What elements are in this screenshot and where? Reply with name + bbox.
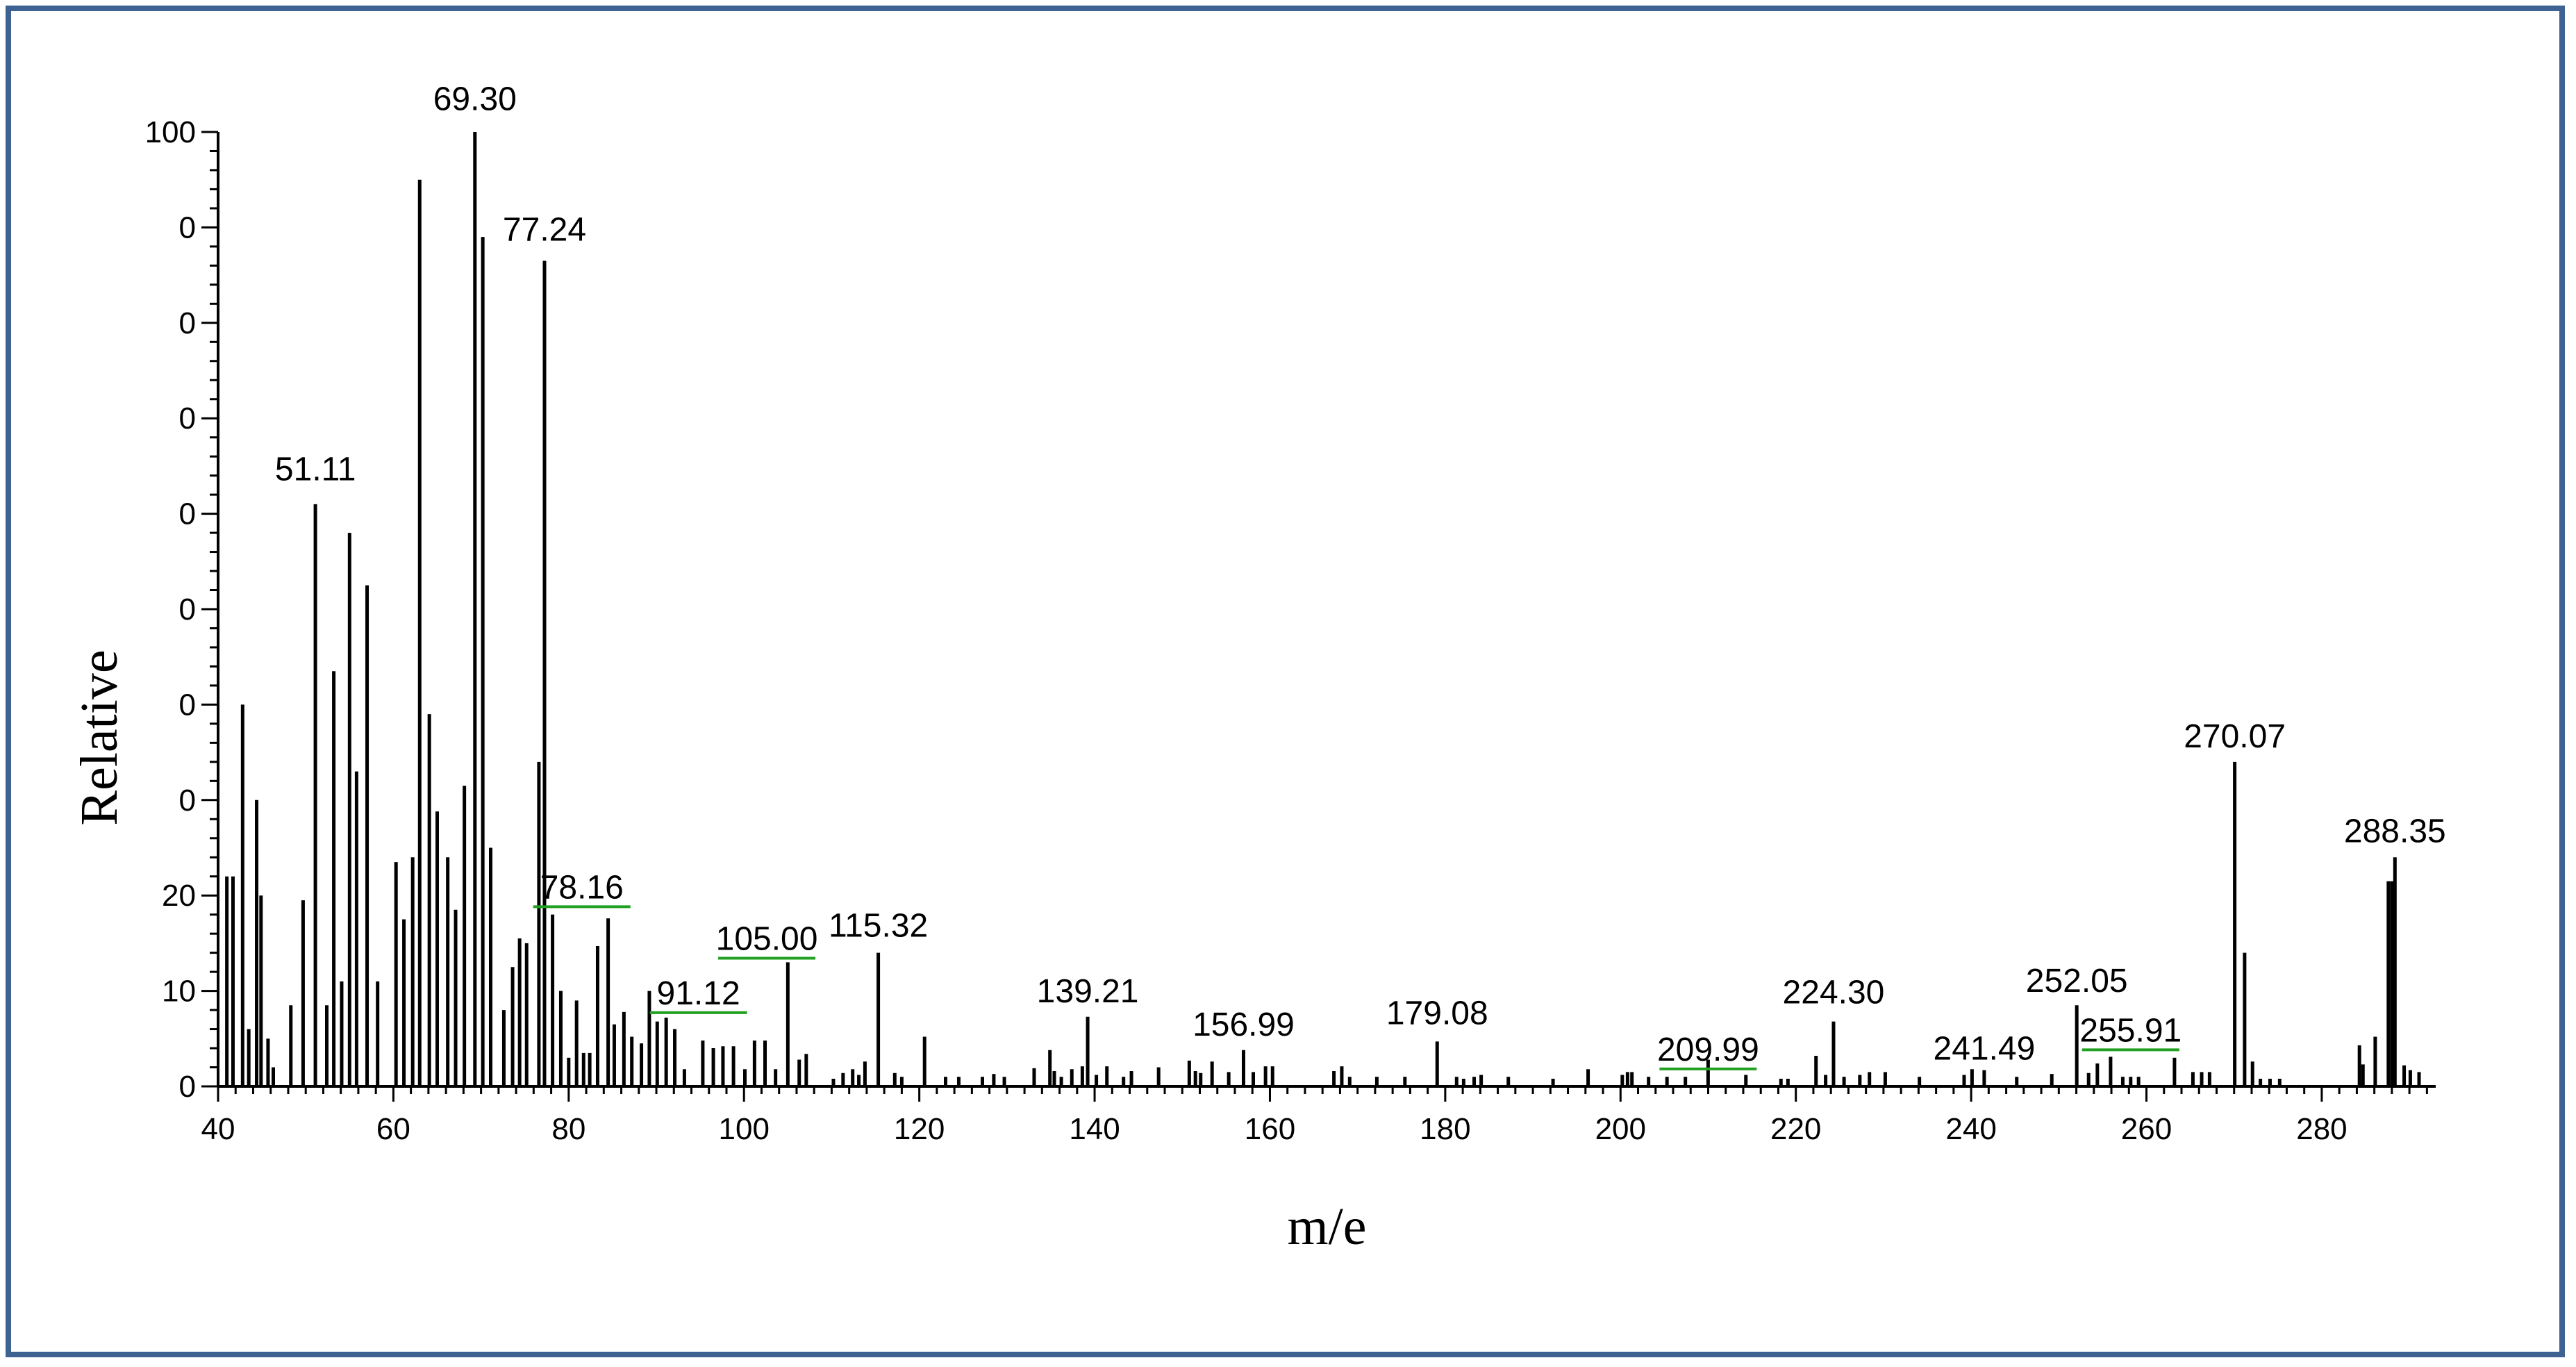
y-tick-label: 0 (179, 306, 196, 340)
y-tick-label: 0 (179, 210, 196, 245)
peak-label: 255.91 (2079, 1012, 2182, 1049)
x-tick-label: 60 (376, 1112, 410, 1146)
x-tick-label: 120 (894, 1112, 945, 1146)
peak-label: 252.05 (2026, 963, 2128, 1000)
mass-spectrum-chart: 40 60 80 100 120 140 160 180 200 220 240 260 2800102… (70, 81, 2446, 1256)
x-tick-label: 180 (1420, 1112, 1470, 1146)
x-tick-label: 80 (551, 1112, 585, 1146)
y-tick-label: 0 (179, 497, 196, 531)
bars-group (225, 132, 2421, 1086)
peak-label: 209.99 (1657, 1032, 1759, 1068)
y-tick-label: 100 (145, 115, 196, 149)
x-axis-title: m/e (1288, 1198, 1367, 1256)
peak-label: 224.30 (1783, 974, 1885, 1011)
peak-label: 69.30 (433, 81, 517, 117)
peak-labels-group: 51.11 69.30 77.24 78.16 91.12 105.00 115.32 139… (275, 81, 2446, 1070)
peak-label: 156.99 (1193, 1006, 1295, 1043)
peak-label: 78.16 (540, 869, 624, 906)
y-axis-title: Relative (70, 649, 128, 825)
x-tick-label: 280 (2296, 1112, 2347, 1146)
peak-label: 115.32 (829, 907, 928, 944)
x-tick-label: 260 (2121, 1112, 2172, 1146)
x-tick-label: 240 (1945, 1112, 1996, 1146)
y-tick-label: 0 (179, 401, 196, 436)
y-tick-label: 0 (179, 784, 196, 818)
y-tick-label: 0 (179, 1070, 196, 1104)
peak-label: 77.24 (503, 212, 586, 249)
peak-label: 270.07 (2184, 718, 2286, 755)
chart-frame: 40 60 80 100 120 140 160 180 200 220 240 260 280 0 10 2… (6, 6, 2565, 1357)
y-tick-label: 0 (179, 688, 196, 722)
peak-label: 91.12 (657, 975, 740, 1012)
peak-label: 241.49 (1934, 1031, 2036, 1068)
x-tick-label: 100 (719, 1112, 770, 1146)
peak-label: 51.11 (275, 451, 356, 488)
peak-label: 105.00 (716, 921, 818, 958)
axes: 40 60 80 100 120 140 160 180 200 220 240 260 2800102… (145, 115, 2436, 1146)
y-tick-label: 10 (162, 975, 196, 1009)
x-tick-label: 140 (1069, 1112, 1120, 1146)
x-tick-label: 200 (1595, 1112, 1646, 1146)
y-tick-label: 0 (179, 593, 196, 627)
peak-label: 179.08 (1386, 995, 1488, 1032)
peak-label: 139.21 (1037, 973, 1139, 1010)
peak-label: 288.35 (2344, 813, 2446, 850)
x-tick-label: 40 (201, 1112, 235, 1146)
x-tick-label: 160 (1245, 1112, 1295, 1146)
x-tick-label: 220 (1770, 1112, 1821, 1146)
y-tick-label: 20 (162, 879, 196, 913)
